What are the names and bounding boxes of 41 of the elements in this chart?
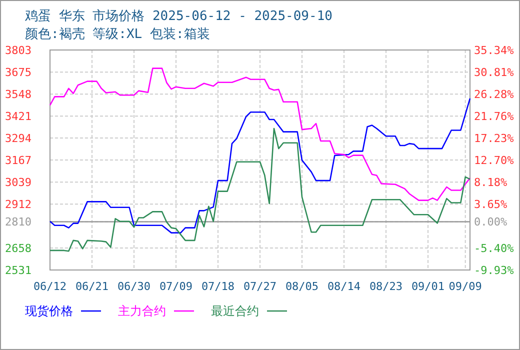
y2-tick-label: 30.81% bbox=[474, 66, 514, 80]
y2-tick-label: -5.40% bbox=[474, 242, 514, 255]
line-series bbox=[49, 98, 471, 234]
y2-tick-label: 0.00% bbox=[474, 216, 508, 229]
y-tick-label: 2658 bbox=[5, 242, 32, 256]
line-series bbox=[49, 68, 471, 201]
y-tick-label: 2810 bbox=[5, 216, 32, 229]
x-tick-label: 07/09 bbox=[159, 280, 193, 293]
chart-title: 鸡蛋 华东 市场价格 2025-06-12 - 2025-09-10 bbox=[24, 9, 332, 24]
y-tick-label: 3548 bbox=[5, 88, 32, 102]
y-tick-label: 3039 bbox=[5, 176, 32, 190]
x-tick-label: 07/27 bbox=[243, 280, 277, 293]
y-tick-label: 3421 bbox=[5, 110, 32, 124]
x-tick-label: 07/18 bbox=[201, 280, 235, 293]
y-tick-label: 3675 bbox=[5, 66, 32, 80]
y2-tick-label: 8.18% bbox=[474, 176, 508, 189]
y2-tick-label: 12.70% bbox=[474, 154, 514, 168]
line-series bbox=[49, 128, 471, 252]
x-tick-label: 09/09 bbox=[448, 280, 482, 293]
x-tick-label: 08/23 bbox=[369, 280, 403, 293]
x-tick-label: 08/05 bbox=[285, 280, 319, 293]
x-tick-label: 06/12 bbox=[33, 280, 67, 293]
x-tick-label: 09/01 bbox=[411, 280, 445, 293]
y-tick-label: 3294 bbox=[5, 132, 32, 146]
x-tick-label: 08/14 bbox=[327, 280, 361, 293]
y2-tick-label: 3.65% bbox=[474, 198, 508, 212]
legend-label: 现货价格 bbox=[25, 304, 73, 318]
y2-tick-label: 17.23% bbox=[474, 132, 514, 146]
x-tick-label: 06/30 bbox=[117, 280, 151, 293]
y-tick-label: 3167 bbox=[5, 154, 32, 167]
y-tick-label: 3803 bbox=[5, 44, 32, 57]
y2-tick-label: 26.28% bbox=[474, 88, 514, 102]
y2-tick-label: 21.76% bbox=[474, 110, 514, 123]
legend-label: 主力合约 bbox=[118, 304, 166, 318]
y-tick-label: 2531 bbox=[5, 264, 32, 277]
y2-tick-label: 35.34% bbox=[474, 44, 514, 57]
y-tick-label: 2912 bbox=[5, 198, 32, 212]
legend-label: 最近合约 bbox=[211, 304, 259, 318]
x-tick-label: 06/21 bbox=[75, 280, 109, 293]
y2-tick-label: -9.93% bbox=[474, 264, 514, 277]
chart-subtitle: 颜色:褐壳 等级:XL 包装:箱装 bbox=[25, 27, 210, 42]
